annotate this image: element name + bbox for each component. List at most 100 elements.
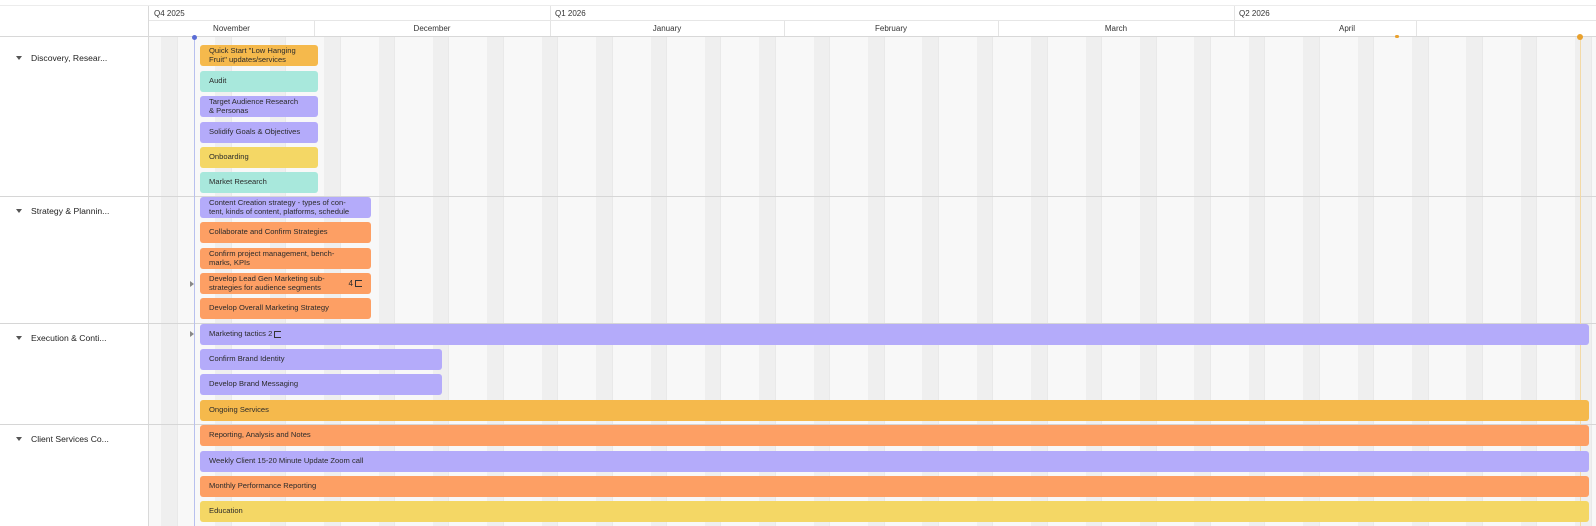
task-bar-education[interactable]: Education	[200, 501, 1589, 522]
week-grid-line	[503, 37, 504, 526]
group-separator	[0, 424, 1596, 425]
task-label: Market Research	[209, 177, 267, 187]
task-bar-collaborate-confirm-strategies[interactable]: Collaborate and Confirm Strategies	[200, 222, 371, 243]
today-marker	[192, 35, 197, 40]
weekend-shade	[161, 37, 177, 526]
task-bar-weekly-client-call[interactable]: Weekly Client 15-20 Minute Update Zoom c…	[200, 451, 1589, 472]
task-bar-target-audience-research[interactable]: Target Audience Research & Personas	[200, 96, 318, 117]
group-column-divider	[148, 6, 149, 526]
task-bar-onboarding[interactable]: Onboarding	[200, 147, 318, 168]
week-grid-line	[177, 37, 178, 526]
task-label: Ongoing Services	[209, 405, 269, 415]
week-grid-line	[666, 37, 667, 526]
task-bar-marketing-tactics[interactable]: Marketing tactics 2	[200, 324, 1589, 345]
task-label: Develop Lead Gen Marketing sub- strategi…	[209, 273, 325, 292]
month-divider	[1416, 21, 1417, 36]
week-grid-line	[720, 37, 721, 526]
task-bar-overall-marketing-strategy[interactable]: Develop Overall Marketing Strategy	[200, 298, 371, 319]
task-bar-develop-brand-messaging[interactable]: Develop Brand Messaging	[200, 374, 442, 395]
expand-subtasks-icon[interactable]	[190, 281, 194, 287]
milestone-marker[interactable]	[1577, 34, 1583, 40]
subtask-count-value: 4	[348, 278, 353, 288]
group-label-strategy[interactable]: Strategy & Plannin...	[31, 206, 110, 216]
task-bar-solidify-goals[interactable]: Solidify Goals & Objectives	[200, 122, 318, 143]
quarter-label-q2-2026: Q2 2026	[1239, 9, 1270, 18]
week-grid-line	[829, 37, 830, 526]
week-grid-line	[448, 37, 449, 526]
week-grid-line	[1591, 37, 1592, 526]
subtasks-icon	[355, 279, 362, 287]
month-label-march: March	[1104, 24, 1128, 33]
group-label-client-services[interactable]: Client Services Co...	[31, 434, 109, 444]
month-label-december: December	[413, 24, 451, 33]
task-bar-monthly-performance-reporting[interactable]: Monthly Performance Reporting	[200, 476, 1589, 497]
task-label: Develop Overall Marketing Strategy	[209, 303, 329, 313]
week-grid-line	[394, 37, 395, 526]
group-label-execution[interactable]: Execution & Conti...	[31, 333, 107, 343]
week-grid-line	[992, 37, 993, 526]
task-bar-ongoing-services[interactable]: Ongoing Services	[200, 400, 1589, 421]
week-grid-line	[1101, 37, 1102, 526]
week-grid-line	[1210, 37, 1211, 526]
group-label-discovery[interactable]: Discovery, Resear...	[31, 53, 108, 63]
month-label-april: April	[1338, 24, 1355, 33]
header-bottom-border	[0, 36, 1596, 37]
task-label: Confirm project management, bench- marks…	[209, 248, 335, 267]
collapse-group-client-services-icon[interactable]	[16, 437, 22, 441]
task-label: Develop Brand Messaging	[209, 379, 299, 389]
task-label: Content Creation strategy - types of con…	[209, 197, 350, 216]
week-grid-line	[1319, 37, 1320, 526]
task-label: Solidify Goals & Objectives	[209, 127, 301, 137]
collapse-group-discovery-icon[interactable]	[16, 56, 22, 60]
group-separator	[0, 323, 1596, 324]
collapse-group-execution-icon[interactable]	[16, 336, 22, 340]
week-grid-line	[1156, 37, 1157, 526]
week-grid-line	[1373, 37, 1374, 526]
task-label: Audit	[209, 76, 227, 86]
task-label: Marketing tactics 2	[209, 329, 273, 339]
month-divider	[550, 21, 551, 36]
today-line	[194, 37, 195, 526]
week-grid-line	[938, 37, 939, 526]
week-grid-line	[884, 37, 885, 526]
task-label: Quick Start "Low Hanging Fruit" updates/…	[209, 45, 296, 64]
task-bar-quick-start[interactable]: Quick Start "Low Hanging Fruit" updates/…	[200, 45, 318, 66]
task-label: Monthly Performance Reporting	[209, 481, 317, 491]
week-grid-line	[1536, 37, 1537, 526]
month-divider	[314, 21, 315, 36]
collapse-group-strategy-icon[interactable]	[16, 209, 22, 213]
week-grid-line	[612, 37, 613, 526]
task-label: Weekly Client 15-20 Minute Update Zoom c…	[209, 456, 364, 466]
week-grid-line	[775, 37, 776, 526]
task-bar-lead-gen-substrategies[interactable]: Develop Lead Gen Marketing sub- strategi…	[200, 273, 371, 294]
task-label: Collaborate and Confirm Strategies	[209, 227, 328, 237]
week-grid-line	[1482, 37, 1483, 526]
task-bar-reporting-analysis[interactable]: Reporting, Analysis and Notes	[200, 425, 1589, 446]
header-top-border	[0, 5, 1596, 6]
task-label: Education	[209, 506, 243, 516]
group-separator	[0, 196, 1596, 197]
month-divider	[1234, 21, 1235, 36]
quarter-label-q4-2025: Q4 2025	[154, 9, 185, 18]
month-label-february: February	[874, 24, 907, 33]
week-grid-line	[557, 37, 558, 526]
task-bar-confirm-brand-identity[interactable]: Confirm Brand Identity	[200, 349, 442, 370]
task-label: Onboarding	[209, 152, 249, 162]
task-bar-market-research[interactable]: Market Research	[200, 172, 318, 193]
month-divider	[998, 21, 999, 36]
task-bar-audit[interactable]: Audit	[200, 71, 318, 92]
task-bar-confirm-project-management[interactable]: Confirm project management, bench- marks…	[200, 248, 371, 269]
quarter-divider	[1234, 6, 1235, 20]
expand-subtasks-icon[interactable]	[190, 331, 194, 337]
task-bar-content-creation-strategy[interactable]: Content Creation strategy - types of con…	[200, 197, 371, 218]
milestone-marker[interactable]	[1395, 35, 1399, 38]
quarter-label-q1-2026: Q1 2026	[555, 9, 586, 18]
task-label: Reporting, Analysis and Notes	[209, 430, 311, 440]
month-label-january: January	[652, 24, 682, 33]
task-label: Target Audience Research & Personas	[209, 96, 299, 115]
week-grid-line	[1264, 37, 1265, 526]
subtasks-icon	[274, 331, 282, 338]
month-row-border	[148, 20, 1596, 21]
task-label: Confirm Brand Identity	[209, 354, 285, 364]
